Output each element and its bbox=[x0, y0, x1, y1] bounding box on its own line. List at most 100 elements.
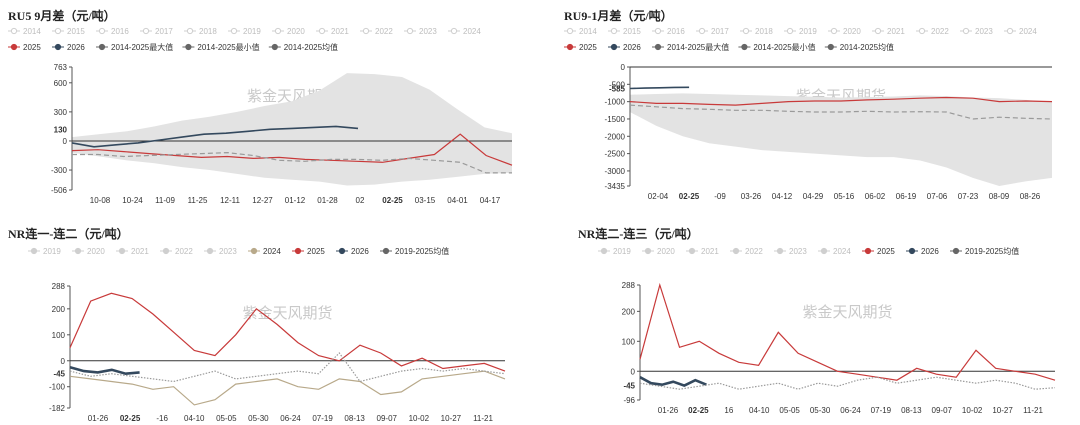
legend-item: 2026 bbox=[906, 247, 939, 256]
legend-marker bbox=[820, 247, 828, 255]
x-tick-label: 03-15 bbox=[415, 196, 436, 205]
y-tick-label: 0 bbox=[61, 357, 66, 366]
legend-item: 2014-2025最大值 bbox=[652, 42, 729, 52]
legend-label: 2026 bbox=[921, 247, 939, 256]
series-line-2025 bbox=[69, 292, 506, 372]
legend-label: 2019-2025均值 bbox=[395, 246, 449, 256]
x-tick-label: 01-28 bbox=[317, 196, 338, 205]
legend-item: 2015 bbox=[608, 27, 641, 36]
x-tick-label: 12-27 bbox=[252, 196, 273, 205]
series-line-2026 bbox=[71, 125, 359, 148]
x-tick-label: 02-25 bbox=[688, 406, 709, 415]
legend-marker bbox=[688, 247, 696, 255]
legend-marker bbox=[918, 27, 926, 35]
legend-marker bbox=[294, 247, 302, 255]
x-tick-label: 05-16 bbox=[834, 192, 855, 201]
chart-panel-1: RU5 9月差（元/吨） 2014 2015 2016 2017 2018 2019 2020… bbox=[8, 8, 513, 205]
legend-item: 2024 bbox=[818, 247, 851, 256]
legend-marker bbox=[732, 247, 740, 255]
legend-item: 2017 bbox=[696, 27, 729, 36]
legend-marker bbox=[185, 43, 192, 51]
legend-item: 2022 bbox=[916, 27, 949, 36]
y-tick-label: -100 bbox=[49, 383, 66, 392]
legend-label: 2017 bbox=[155, 27, 173, 36]
legend-item: 2025 bbox=[292, 247, 325, 256]
legend-label: 2017 bbox=[711, 27, 729, 36]
legend-marker bbox=[776, 247, 784, 255]
x-tick-label: 10-02 bbox=[962, 406, 983, 415]
legend-label: 2020 bbox=[87, 247, 105, 256]
x-tick-label: 06-24 bbox=[840, 406, 861, 415]
y-tick-label: -506 bbox=[51, 186, 68, 195]
min-max-band bbox=[630, 93, 1052, 186]
y-tick-label: -2000 bbox=[605, 132, 626, 141]
legend-label: 2021 bbox=[701, 247, 719, 256]
y-tick-label: -1500 bbox=[605, 115, 626, 124]
legend-item: 2025 bbox=[8, 43, 41, 52]
legend-label: 2025 bbox=[307, 247, 325, 256]
legend-label: 2021 bbox=[887, 27, 905, 36]
legend-label: 2024 bbox=[1019, 27, 1037, 36]
x-tick-label: 07-19 bbox=[312, 414, 333, 423]
legend-marker bbox=[610, 27, 618, 35]
legend-marker bbox=[827, 43, 834, 51]
legend-label: 2021 bbox=[131, 247, 149, 256]
legend-marker bbox=[962, 27, 970, 35]
series-line-2026 bbox=[69, 365, 140, 376]
legend-item: 2021 bbox=[686, 247, 719, 256]
legend-label: 2018 bbox=[199, 27, 217, 36]
x-tick-label: 05-30 bbox=[248, 414, 269, 423]
legend-marker bbox=[566, 43, 574, 51]
min-max-band bbox=[72, 73, 512, 186]
x-tick-label: 04-17 bbox=[480, 196, 501, 205]
legend-item: 2023 bbox=[204, 247, 237, 256]
x-tick-label: 01-26 bbox=[88, 414, 109, 423]
x-tick-label: 16 bbox=[724, 406, 733, 415]
x-tick-label: 05-05 bbox=[216, 414, 237, 423]
legend-label: 2024 bbox=[833, 247, 851, 256]
watermark: 紫金天风期货 bbox=[242, 305, 332, 322]
legend-marker bbox=[230, 27, 238, 35]
x-tick-label: 10-24 bbox=[122, 196, 143, 205]
legend-label: 2023 bbox=[789, 247, 807, 256]
legend-label: 2023 bbox=[975, 27, 993, 36]
x-tick-label: 10-27 bbox=[992, 406, 1013, 415]
legend-label: 2014 bbox=[579, 27, 597, 36]
legend-marker bbox=[362, 27, 370, 35]
legend-item: 2019 bbox=[598, 247, 631, 256]
legend-marker bbox=[450, 27, 458, 35]
legend-item: 2014-2025最小值 bbox=[182, 42, 260, 52]
x-tick-label: 08-26 bbox=[1020, 192, 1041, 201]
legend-marker bbox=[118, 247, 126, 255]
x-tick-label: 03-26 bbox=[741, 192, 762, 201]
legend-marker bbox=[318, 27, 326, 35]
x-tick-label: 02-25 bbox=[679, 192, 700, 201]
legend-marker bbox=[644, 247, 652, 255]
legend-item: 2016 bbox=[652, 27, 685, 36]
chart-title: NR连二-连三（元/吨） bbox=[578, 226, 699, 241]
series-line-2014-2025均值 bbox=[629, 104, 1053, 120]
legend-marker bbox=[54, 27, 62, 35]
y-tick-label: 0 bbox=[621, 63, 626, 72]
current-value-label: -45 bbox=[53, 369, 65, 378]
x-tick-label: 06-19 bbox=[896, 192, 917, 201]
series-line-2025 bbox=[629, 96, 1053, 106]
series-line-2026 bbox=[639, 376, 707, 388]
legend-label: 2020 bbox=[657, 247, 675, 256]
chart-title: RU5 9月差（元/吨） bbox=[8, 8, 116, 23]
legend-label: 2025 bbox=[579, 43, 597, 52]
legend-label: 2023 bbox=[419, 27, 437, 36]
x-tick-label: 10-27 bbox=[441, 414, 462, 423]
legend-marker bbox=[742, 27, 750, 35]
legend-label: 2026 bbox=[351, 247, 369, 256]
series-line-2026 bbox=[629, 86, 690, 90]
current-value-label: 130 bbox=[54, 125, 68, 134]
y-tick-label: -96 bbox=[623, 396, 635, 405]
legend-label: 2019 bbox=[799, 27, 817, 36]
x-tick-label: 10-02 bbox=[409, 414, 430, 423]
legend-marker bbox=[10, 27, 18, 35]
legend-marker bbox=[206, 247, 214, 255]
legend-item: 2020 bbox=[72, 247, 105, 256]
legend-item: 2018 bbox=[184, 27, 217, 36]
